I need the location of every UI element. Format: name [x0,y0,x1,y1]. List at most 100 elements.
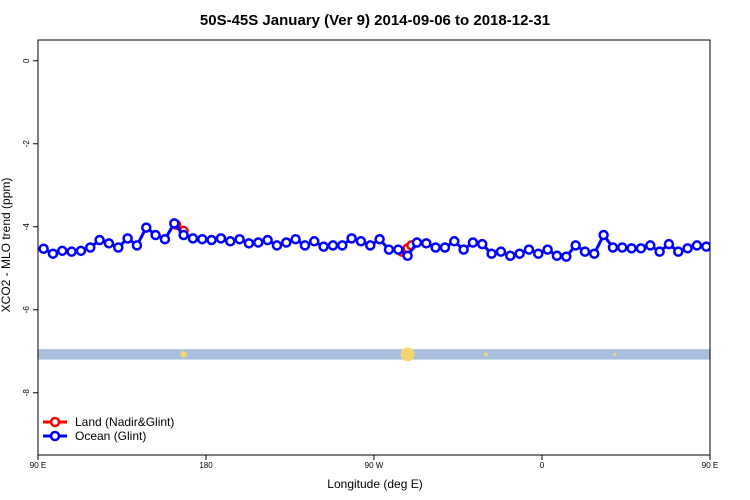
x-tick-label: 90 E [30,461,46,470]
ocean-point [561,251,572,262]
ocean-point [187,233,199,244]
ocean-point [533,248,544,259]
ocean-point [626,243,637,254]
ocean-point [645,240,656,251]
ocean-point [197,233,208,245]
ocean-point [712,246,720,254]
ocean-point [346,233,357,244]
chart-title: 50S-45S January (Ver 9) 2014-09-06 to 20… [200,12,550,29]
plot-area: 90 E 180 90 W 0 90 E 0 -2 -4 -6 -8 [22,39,748,470]
ocean-point [38,243,49,254]
ocean-point [477,238,488,250]
y-tick-label: -6 [22,306,31,314]
ocean-point [150,229,161,241]
ocean-point [635,243,647,254]
ocean-point [374,233,385,245]
ocean-point [740,248,748,256]
x-axis-label: Longitude (deg E) [327,477,422,491]
ocean-point [178,229,189,241]
data-band [38,349,710,360]
ocean-point [721,250,729,258]
ocean-point [159,233,171,245]
ocean-point [663,238,675,250]
ocean-point [579,246,591,257]
x-tick-label: 0 [540,461,545,470]
ocean-point [514,248,525,259]
ocean-point [327,240,339,251]
x-tick-label: 90 E [702,461,718,470]
legend-swatch-marker [49,430,61,442]
ocean-point [122,233,133,244]
ocean-point [449,236,460,247]
ocean-point [598,229,609,241]
band-marker [484,352,488,357]
y-axis-label: XCO2 - MLO trend (ppm) [0,178,13,313]
ocean-point [355,236,367,247]
ocean-point [290,233,301,245]
ocean-point [439,242,451,253]
legend: Land (Nadir&Glint)Ocean (Glint) [43,415,174,443]
ocean-point [430,242,441,253]
ocean-point [113,242,124,253]
ocean-point [131,240,143,251]
ocean-point [299,240,311,251]
band-marker [400,347,415,362]
ocean-point [701,241,710,252]
ocean-point [94,234,105,246]
ocean-point [691,240,703,251]
ocean-point [262,234,273,246]
ocean-point [141,222,152,233]
ocean-point [103,238,115,249]
legend-entry-label: Ocean (Glint) [75,429,146,443]
ocean-point [682,243,693,254]
ocean-point [421,238,432,249]
ocean-point [337,240,348,251]
legend-swatch-marker [49,416,61,428]
ocean-point [617,242,628,253]
y-tick-label: -4 [22,223,31,231]
ocean-point [47,248,59,259]
band-marker [613,352,617,356]
ocean-point [495,246,507,257]
band-marker [180,351,187,358]
ocean-point [607,242,619,253]
ocean-point [542,244,553,255]
ocean-point [253,237,264,248]
ocean-point [215,233,227,244]
ocean-point [393,244,404,255]
ocean-point [169,218,180,229]
ocean-point [85,242,96,253]
y-tick-label: -2 [22,140,31,148]
ocean-point [589,248,600,259]
ocean-point [66,246,77,257]
ocean-point [206,234,217,246]
ocean-point [243,238,255,249]
series-group [38,218,748,262]
ocean-point [673,246,684,257]
ocean-point [225,236,236,247]
ocean-point [467,237,479,248]
ocean-point [523,244,535,255]
ocean-point [570,240,581,251]
ocean-point [551,250,563,262]
ocean-point [234,233,245,245]
ocean-point [57,245,68,257]
x-tick-label: 90 W [365,461,384,470]
ocean-point [486,248,497,259]
ocean-point [75,245,87,257]
ocean-point [505,250,516,262]
ocean-point [402,250,413,262]
legend-entry-label: Land (Nadir&Glint) [75,415,174,429]
y-tick-label: 0 [22,58,31,63]
y-tick-label: -8 [22,389,31,397]
ocean-point [309,236,320,247]
x-tick-label: 180 [199,461,213,470]
ocean-point [365,240,376,251]
ocean-point [318,241,329,252]
ocean-point [458,244,469,255]
ocean-point [271,240,283,251]
ocean-point [383,244,395,255]
ocean-point [411,237,423,248]
ocean-point [654,246,665,257]
